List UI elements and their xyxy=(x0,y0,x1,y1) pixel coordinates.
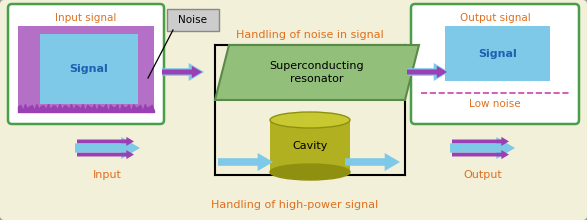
Polygon shape xyxy=(215,45,419,100)
Polygon shape xyxy=(452,137,509,146)
Polygon shape xyxy=(218,153,273,171)
Text: Input signal: Input signal xyxy=(55,13,117,23)
Polygon shape xyxy=(345,153,400,171)
Ellipse shape xyxy=(270,164,350,180)
FancyBboxPatch shape xyxy=(167,9,219,31)
Bar xyxy=(40,34,138,104)
Polygon shape xyxy=(75,137,140,159)
Text: Input: Input xyxy=(93,170,122,180)
Text: Handling of noise in signal: Handling of noise in signal xyxy=(236,30,384,40)
Polygon shape xyxy=(450,137,515,159)
Bar xyxy=(270,120,350,172)
Polygon shape xyxy=(452,150,509,159)
Polygon shape xyxy=(407,63,449,81)
Text: Low noise: Low noise xyxy=(469,99,521,109)
FancyBboxPatch shape xyxy=(411,4,579,124)
Ellipse shape xyxy=(270,112,350,128)
Text: Output: Output xyxy=(463,170,502,180)
Text: Cavity: Cavity xyxy=(292,141,328,151)
Text: Signal: Signal xyxy=(70,64,109,74)
Polygon shape xyxy=(162,66,202,78)
Text: Output signal: Output signal xyxy=(460,13,531,23)
Polygon shape xyxy=(162,63,204,81)
Text: Superconducting
resonator: Superconducting resonator xyxy=(269,61,365,84)
Text: Noise: Noise xyxy=(178,15,207,25)
Polygon shape xyxy=(77,150,134,159)
Polygon shape xyxy=(77,137,134,146)
Bar xyxy=(445,26,550,81)
Text: Signal: Signal xyxy=(478,48,517,59)
Polygon shape xyxy=(407,66,447,78)
Text: Handling of high-power signal: Handling of high-power signal xyxy=(211,200,379,210)
FancyBboxPatch shape xyxy=(8,4,164,124)
Bar xyxy=(18,26,154,112)
